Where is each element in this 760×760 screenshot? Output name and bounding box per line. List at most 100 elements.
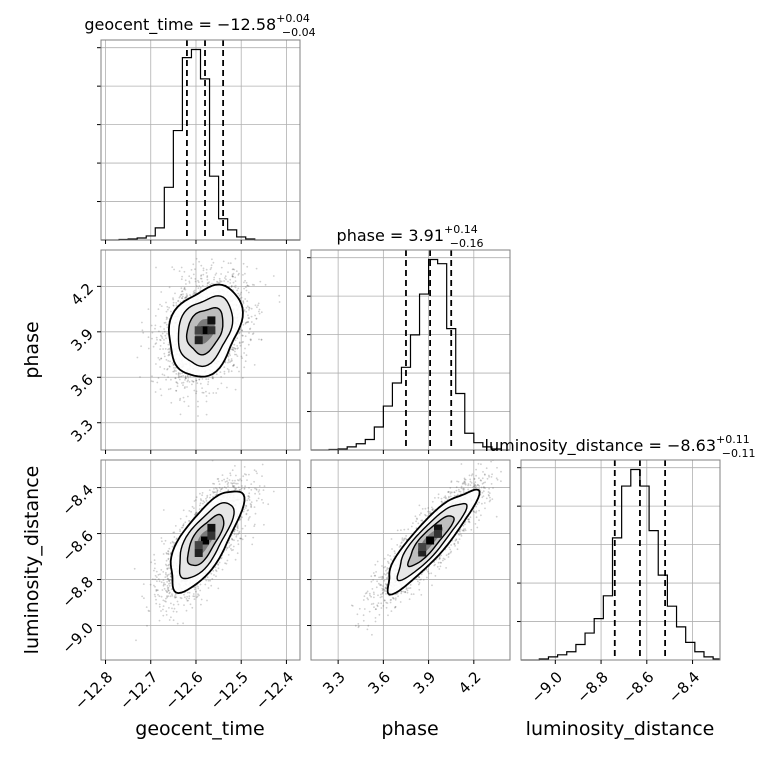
- sample-point: [173, 367, 175, 369]
- sample-point: [205, 378, 208, 381]
- sample-point: [244, 485, 247, 488]
- sample-point: [250, 506, 253, 509]
- sample-point: [150, 380, 153, 382]
- sample-point: [171, 266, 174, 268]
- sample-point: [239, 478, 242, 480]
- sample-point: [488, 494, 490, 497]
- sample-point: [232, 485, 235, 488]
- sample-point: [235, 353, 238, 356]
- sample-point: [157, 377, 160, 379]
- sample-point: [202, 502, 204, 505]
- sample-point: [394, 606, 396, 609]
- sample-point: [255, 317, 258, 320]
- sample-point: [197, 587, 200, 590]
- sample-point: [165, 610, 168, 613]
- sample-point: [374, 617, 377, 619]
- sample-point: [212, 495, 215, 498]
- sample-point: [250, 338, 252, 341]
- sample-point: [231, 275, 234, 278]
- sample-point: [192, 263, 195, 266]
- sample-point: [220, 557, 223, 559]
- sample-point: [260, 338, 263, 341]
- sample-point: [278, 301, 281, 303]
- sample-point: [220, 376, 223, 378]
- sample-point: [175, 373, 178, 375]
- sample-point: [244, 272, 246, 275]
- sample-point: [188, 381, 191, 383]
- sample-point: [168, 583, 170, 585]
- sample-point: [250, 505, 253, 508]
- sample-point: [207, 383, 209, 386]
- sample-point: [253, 523, 256, 526]
- sample-point: [178, 270, 181, 272]
- sample-point: [231, 359, 233, 362]
- sample-point: [197, 585, 199, 588]
- sample-point: [248, 307, 251, 309]
- sample-point: [247, 495, 250, 497]
- sample-point: [159, 366, 162, 368]
- sample-point: [227, 370, 230, 373]
- sample-point: [164, 321, 167, 324]
- sample-point: [183, 297, 186, 299]
- sample-point: [253, 506, 256, 508]
- sample-point: [158, 603, 161, 606]
- sample-point: [253, 480, 256, 483]
- sample-point: [182, 509, 185, 512]
- sample-point: [387, 554, 389, 556]
- sample-point: [194, 513, 196, 516]
- sample-point: [180, 597, 183, 600]
- sample-point: [233, 363, 235, 366]
- sample-point: [214, 274, 217, 276]
- sample-point: [183, 270, 186, 273]
- sample-point: [172, 298, 175, 301]
- sample-point: [231, 348, 233, 351]
- sample-point: [418, 514, 421, 516]
- sample-point: [163, 368, 166, 370]
- sample-point: [165, 589, 167, 592]
- sample-point: [356, 613, 359, 616]
- sample-point: [179, 530, 182, 533]
- sample-point: [155, 363, 157, 365]
- sample-point: [496, 478, 499, 481]
- sample-point: [231, 285, 233, 287]
- sample-point: [256, 472, 258, 475]
- sample-point: [184, 288, 187, 291]
- sample-point: [248, 306, 250, 309]
- sample-point: [217, 567, 220, 570]
- sample-point: [168, 365, 171, 368]
- sample-point: [188, 280, 191, 283]
- frame-hist-luminosity-distance: [520, 459, 721, 661]
- sample-point: [242, 262, 245, 265]
- sample-point: [167, 557, 170, 560]
- sample-point: [228, 479, 231, 481]
- sample-point: [227, 355, 230, 358]
- sample-point: [147, 609, 150, 612]
- sample-point: [233, 533, 236, 536]
- sample-point: [158, 580, 161, 583]
- sample-point: [463, 491, 465, 494]
- sample-point: [229, 282, 232, 284]
- sample-point: [169, 578, 172, 581]
- sample-point: [154, 585, 156, 588]
- sample-point: [418, 504, 421, 507]
- density-peak-0-1: [207, 316, 216, 325]
- sample-point: [142, 331, 145, 334]
- sample-point: [169, 595, 172, 598]
- sample-point: [240, 479, 243, 482]
- sample-point: [453, 494, 456, 497]
- sample-point: [177, 376, 180, 379]
- sample-point: [227, 262, 230, 265]
- sample-point: [188, 275, 191, 278]
- sample-point: [396, 544, 399, 546]
- sample-point: [175, 304, 178, 307]
- sample-point: [173, 268, 176, 271]
- sample-point: [246, 300, 249, 302]
- sample-point: [217, 480, 220, 483]
- sample-point: [267, 503, 270, 506]
- sample-point: [254, 512, 257, 515]
- sample-point: [480, 463, 482, 466]
- sample-point: [232, 349, 235, 351]
- sample-point: [216, 491, 218, 494]
- sample-point: [207, 579, 210, 582]
- sample-point: [186, 599, 189, 602]
